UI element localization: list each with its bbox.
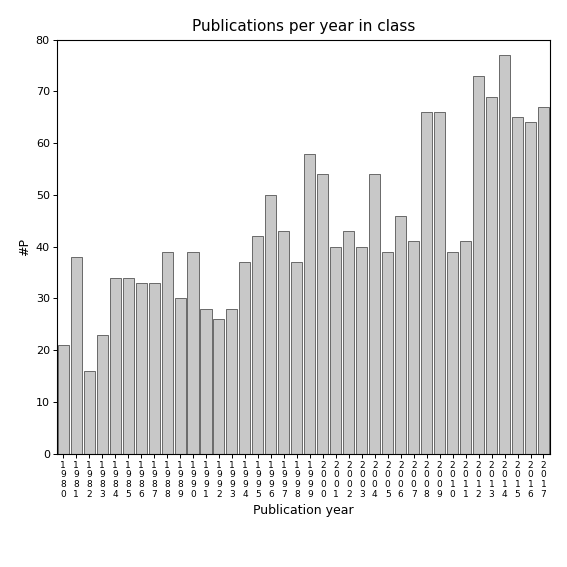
Bar [84,371,95,454]
Bar [96,335,108,454]
Bar [122,278,134,454]
Bar [291,262,302,454]
Bar [226,308,238,454]
X-axis label: Publication year: Publication year [253,504,354,517]
Bar [499,55,510,454]
Bar [175,298,185,454]
Bar [149,283,159,454]
Bar [460,242,471,454]
Bar [265,195,276,454]
Bar [71,257,82,454]
Bar [252,236,264,454]
Bar [58,345,69,454]
Bar [512,117,523,454]
Bar [162,252,172,454]
Bar [213,319,225,454]
Bar [382,252,393,454]
Bar [188,252,198,454]
Bar [447,252,458,454]
Bar [395,215,406,454]
Bar [331,247,341,454]
Bar [239,262,251,454]
Bar [408,242,419,454]
Bar [434,112,445,454]
Bar [136,283,147,454]
Bar [109,278,121,454]
Bar [343,231,354,454]
Bar [318,174,328,454]
Bar [473,76,484,454]
Y-axis label: #P: #P [19,238,31,256]
Bar [356,247,367,454]
Bar [538,107,549,454]
Bar [201,308,211,454]
Bar [369,174,380,454]
Bar [486,96,497,454]
Bar [278,231,289,454]
Bar [304,154,315,454]
Title: Publications per year in class: Publications per year in class [192,19,415,35]
Bar [421,112,432,454]
Bar [525,122,536,454]
